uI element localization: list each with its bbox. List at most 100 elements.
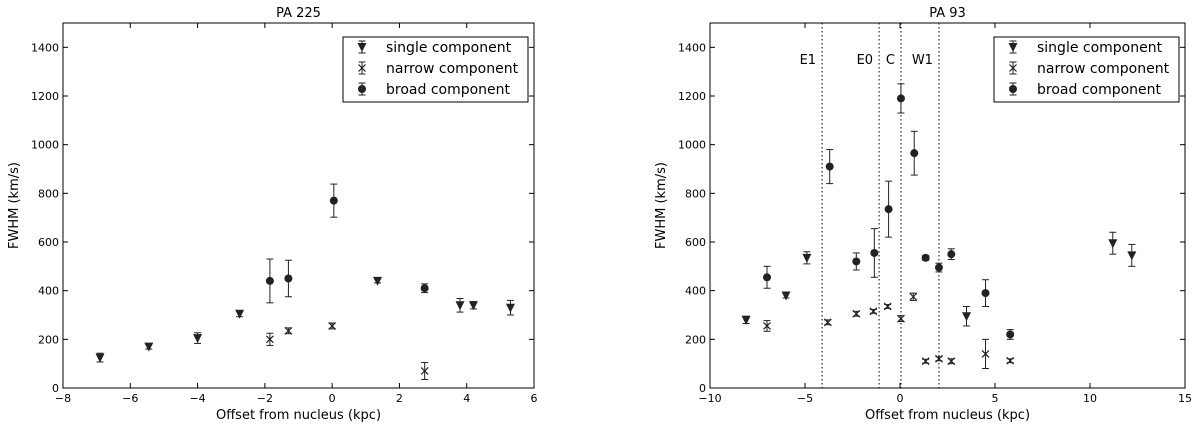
series-circle (763, 83, 1015, 340)
marker-x (1006, 356, 1015, 365)
data-point (741, 315, 751, 325)
data-point (897, 314, 905, 323)
data-point (909, 292, 918, 301)
data-point (455, 297, 465, 313)
x-tick-label: 6 (531, 392, 538, 405)
marker-circle (910, 149, 919, 158)
data-point (935, 354, 943, 363)
marker-circle (284, 274, 293, 283)
data-point (1108, 231, 1118, 255)
marker-triangle-down (95, 353, 105, 363)
marker-x (981, 350, 990, 358)
x-axis-label: Offset from nucleus (kpc) (865, 408, 1030, 423)
data-point (947, 357, 956, 366)
data-point (265, 258, 274, 304)
marker-circle (934, 263, 943, 272)
data-point (193, 332, 203, 344)
x-tick-label: −5 (797, 392, 813, 405)
data-point (884, 180, 893, 238)
marker-x (947, 357, 956, 366)
x-tick-label: −2 (257, 392, 273, 405)
data-point (763, 265, 771, 289)
data-point (781, 291, 791, 301)
legend-box (993, 36, 1180, 103)
marker-x (909, 292, 918, 301)
marker-circle (825, 162, 834, 171)
marker-triangle-down (802, 253, 812, 263)
data-point (883, 302, 892, 311)
marker-circle (947, 250, 956, 259)
x-tick-label: 5 (992, 392, 999, 405)
x-axis-label: Offset from nucleus (kpc) (216, 408, 381, 423)
marker-triangle-down (1108, 239, 1118, 249)
marker-circle (329, 196, 338, 205)
x-tick-label: 15 (1178, 392, 1192, 405)
marker-triangle-down (1127, 251, 1137, 261)
data-point (1127, 243, 1137, 267)
data-point (329, 183, 338, 218)
marker-circle (981, 289, 990, 298)
series-x (763, 292, 1015, 370)
data-point (921, 357, 930, 366)
chart-panel-2: PA 93 −10 −5 0 5 10 15 0 200 400 600 800 1000 1200 140… (654, 6, 1192, 423)
legend: single component narrow component broad co… (993, 36, 1180, 103)
data-point (947, 248, 956, 261)
marker-circle (921, 253, 930, 262)
x-tick-label: 10 (1083, 392, 1097, 405)
x-tick-label: −8 (55, 392, 71, 405)
marker-circle (358, 85, 366, 93)
data-point (823, 318, 832, 327)
data-point (763, 320, 771, 332)
chart-title: PA 225 (276, 6, 321, 21)
y-tick-label: 1400 (31, 41, 59, 54)
data-point (825, 149, 834, 185)
y-tick-label: 200 (685, 333, 706, 346)
marker-x (1009, 64, 1017, 72)
data-point (505, 299, 515, 316)
marker-triangle-down (357, 43, 367, 52)
marker-x (265, 335, 274, 344)
data-point (852, 309, 861, 318)
series-circle (265, 183, 429, 304)
marker-x (883, 302, 892, 311)
y-tick-label: 200 (38, 333, 59, 346)
marker-circle (852, 257, 861, 266)
y-tick-label: 600 (38, 236, 59, 249)
data-point (284, 326, 293, 335)
data-point (802, 251, 812, 265)
marker-circle (265, 276, 274, 285)
x-tick-label: 0 (897, 392, 904, 405)
region-label: W1 (912, 53, 933, 68)
marker-circle (1006, 330, 1015, 339)
series-triangle-down (741, 231, 1137, 327)
x-tick-label: 0 (329, 392, 336, 405)
marker-x (897, 314, 905, 323)
y-tick-label: 600 (685, 236, 706, 249)
marker-circle (1009, 85, 1017, 93)
marker-triangle-down (373, 276, 383, 286)
data-point (869, 307, 878, 316)
data-point (95, 352, 105, 363)
marker-triangle-down (505, 303, 515, 313)
legend-label: single component (1037, 40, 1163, 56)
data-point (1006, 356, 1015, 365)
plot-frame (62, 22, 535, 389)
marker-triangle-down (741, 315, 751, 325)
data-point (235, 309, 245, 319)
legend-label: narrow component (1037, 61, 1170, 77)
legend: single component narrow component broad co… (342, 36, 529, 103)
marker-triangle-down (455, 301, 465, 311)
region-label: E0 (857, 53, 874, 68)
marker-circle (420, 284, 429, 293)
data-point (328, 322, 337, 330)
y-tick-label: 1000 (678, 139, 706, 152)
y-tick-label: 1200 (678, 90, 706, 103)
x-tick-label: 2 (396, 392, 403, 405)
y-tick-label: 800 (685, 187, 706, 200)
marker-x (763, 322, 771, 330)
data-point (981, 279, 990, 307)
legend-label: narrow component (386, 61, 519, 77)
data-point (265, 332, 274, 346)
y-tick-label: 1000 (31, 139, 59, 152)
legend-label: broad component (386, 82, 511, 98)
